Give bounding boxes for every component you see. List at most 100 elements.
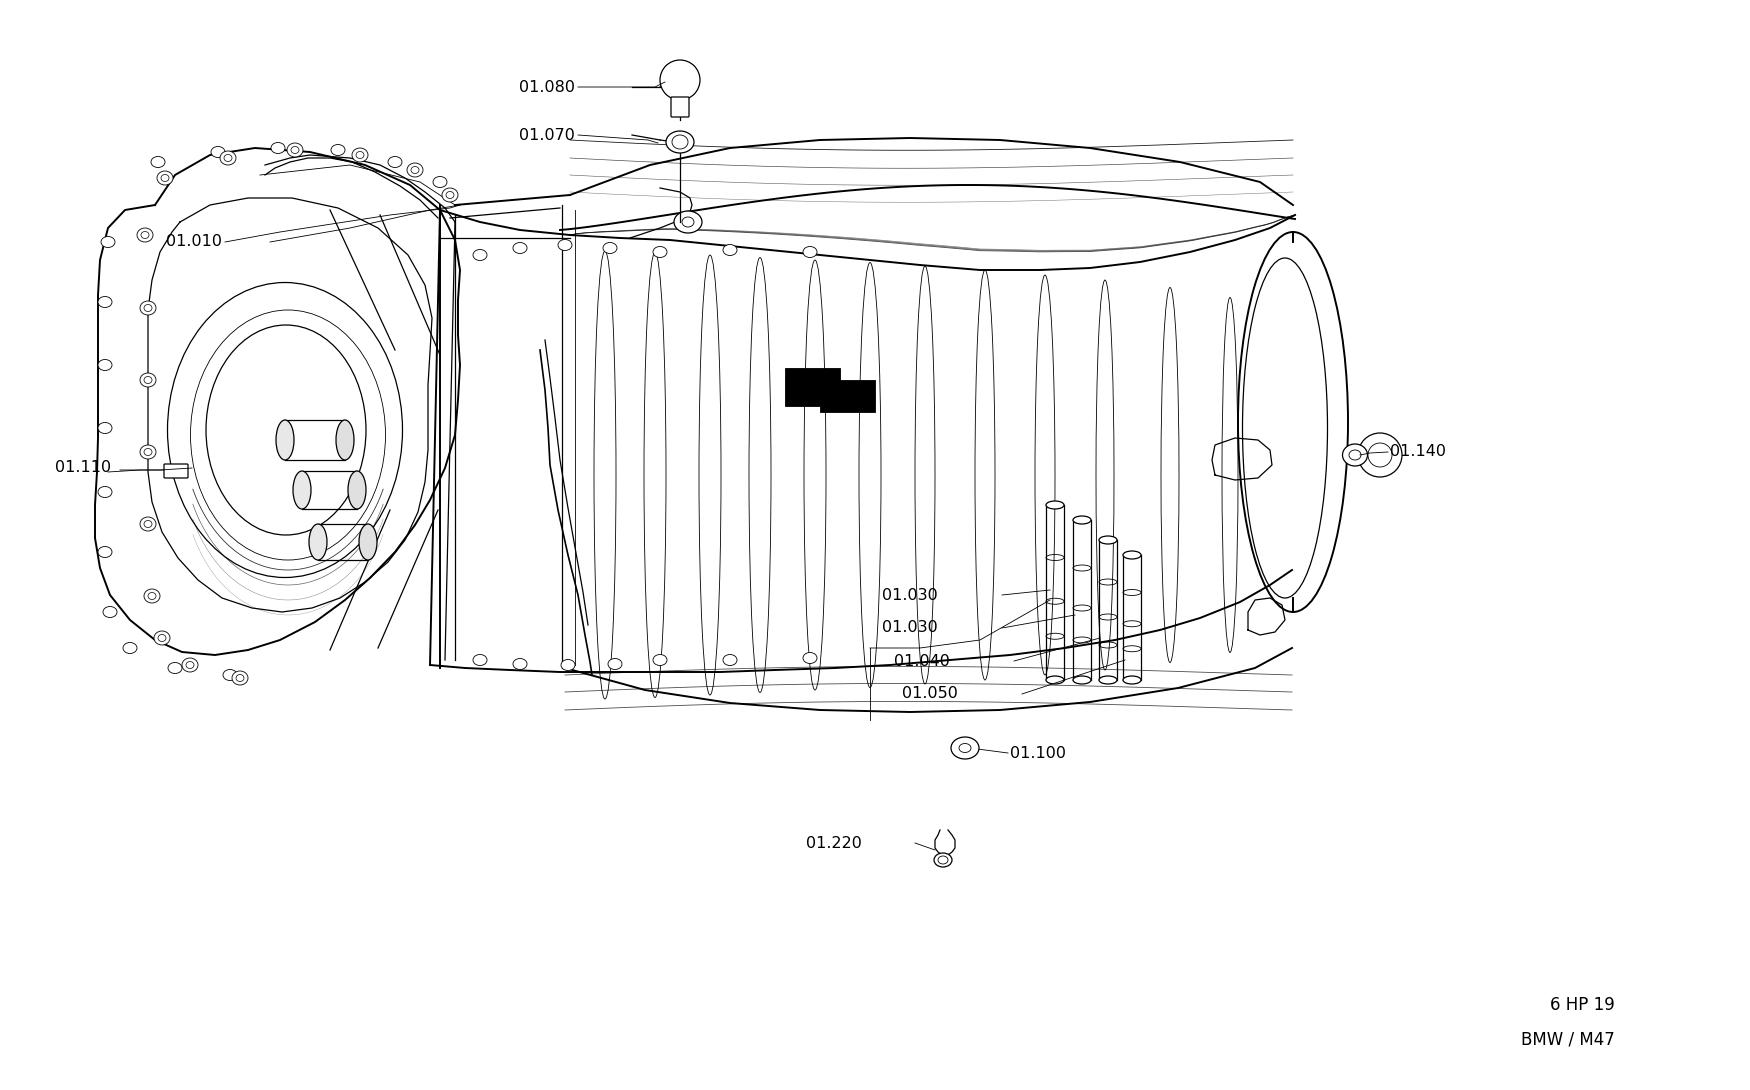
Ellipse shape (950, 737, 978, 759)
FancyBboxPatch shape (670, 97, 690, 117)
Ellipse shape (607, 658, 621, 669)
Ellipse shape (408, 164, 423, 177)
Circle shape (660, 60, 700, 100)
Ellipse shape (803, 246, 817, 257)
Ellipse shape (103, 606, 117, 618)
Text: 01.100: 01.100 (1010, 746, 1066, 761)
Ellipse shape (446, 192, 453, 198)
Ellipse shape (604, 242, 618, 254)
Text: 6 HP 19: 6 HP 19 (1550, 996, 1615, 1014)
Ellipse shape (513, 242, 527, 254)
Ellipse shape (233, 671, 248, 685)
Ellipse shape (292, 471, 311, 509)
Text: 01.030: 01.030 (882, 620, 938, 635)
Ellipse shape (140, 517, 156, 531)
Ellipse shape (236, 675, 243, 681)
Ellipse shape (388, 157, 402, 168)
Ellipse shape (723, 244, 737, 255)
Ellipse shape (934, 853, 952, 867)
Ellipse shape (355, 152, 364, 158)
Ellipse shape (168, 663, 182, 674)
Ellipse shape (653, 654, 667, 666)
Circle shape (1358, 433, 1402, 477)
Ellipse shape (182, 658, 198, 673)
Ellipse shape (140, 373, 156, 387)
Text: 01.030: 01.030 (882, 588, 938, 603)
Text: 01.040: 01.040 (894, 654, 950, 668)
Ellipse shape (667, 131, 695, 153)
Ellipse shape (674, 211, 702, 233)
Ellipse shape (186, 662, 194, 668)
Ellipse shape (136, 228, 152, 242)
Text: 01.110: 01.110 (54, 460, 112, 475)
Ellipse shape (1124, 676, 1141, 685)
Bar (821, 380, 875, 412)
Ellipse shape (803, 653, 817, 664)
Text: 01.070: 01.070 (520, 128, 576, 143)
Ellipse shape (562, 659, 576, 670)
Ellipse shape (473, 654, 487, 666)
Ellipse shape (154, 631, 170, 645)
Ellipse shape (1124, 552, 1141, 559)
Ellipse shape (276, 420, 294, 460)
Ellipse shape (98, 360, 112, 371)
Ellipse shape (158, 634, 166, 642)
Ellipse shape (98, 486, 112, 497)
Ellipse shape (98, 296, 112, 307)
Ellipse shape (1073, 516, 1090, 524)
Ellipse shape (432, 177, 446, 187)
Ellipse shape (331, 145, 345, 156)
Ellipse shape (938, 856, 948, 864)
Ellipse shape (1073, 676, 1090, 685)
Ellipse shape (1099, 676, 1116, 685)
Ellipse shape (123, 642, 136, 654)
Text: 01.220: 01.220 (807, 836, 863, 850)
Ellipse shape (140, 301, 156, 315)
Text: BMW / M47: BMW / M47 (1521, 1031, 1615, 1049)
Circle shape (1368, 443, 1391, 467)
Ellipse shape (142, 231, 149, 239)
Ellipse shape (336, 420, 354, 460)
Ellipse shape (150, 157, 164, 168)
Ellipse shape (513, 658, 527, 669)
Ellipse shape (348, 471, 366, 509)
Ellipse shape (161, 174, 170, 182)
Text: 01.050: 01.050 (903, 687, 957, 702)
Ellipse shape (222, 669, 236, 680)
Ellipse shape (1349, 450, 1362, 460)
Ellipse shape (158, 171, 173, 185)
Ellipse shape (310, 524, 327, 560)
Text: 01.140: 01.140 (1390, 445, 1445, 460)
Ellipse shape (411, 167, 418, 173)
Ellipse shape (1046, 676, 1064, 685)
Ellipse shape (144, 304, 152, 312)
Ellipse shape (682, 217, 695, 227)
Ellipse shape (224, 155, 233, 161)
Ellipse shape (144, 589, 159, 603)
Ellipse shape (271, 143, 285, 154)
Ellipse shape (220, 152, 236, 165)
Ellipse shape (672, 135, 688, 149)
Ellipse shape (290, 146, 299, 154)
Ellipse shape (443, 187, 458, 202)
Ellipse shape (149, 593, 156, 600)
Ellipse shape (140, 445, 156, 459)
Ellipse shape (558, 240, 572, 251)
Ellipse shape (102, 237, 116, 247)
Ellipse shape (359, 524, 376, 560)
Ellipse shape (473, 250, 487, 261)
Ellipse shape (1046, 501, 1064, 509)
Ellipse shape (352, 148, 367, 162)
Ellipse shape (959, 743, 971, 752)
Bar (786, 368, 840, 405)
Ellipse shape (212, 146, 226, 157)
Ellipse shape (144, 448, 152, 456)
FancyBboxPatch shape (164, 464, 187, 479)
Ellipse shape (1342, 444, 1367, 467)
Ellipse shape (144, 376, 152, 384)
Text: 01.010: 01.010 (166, 234, 222, 250)
Ellipse shape (144, 521, 152, 528)
Ellipse shape (98, 546, 112, 557)
Ellipse shape (287, 143, 303, 157)
Text: 01.080: 01.080 (520, 80, 576, 95)
